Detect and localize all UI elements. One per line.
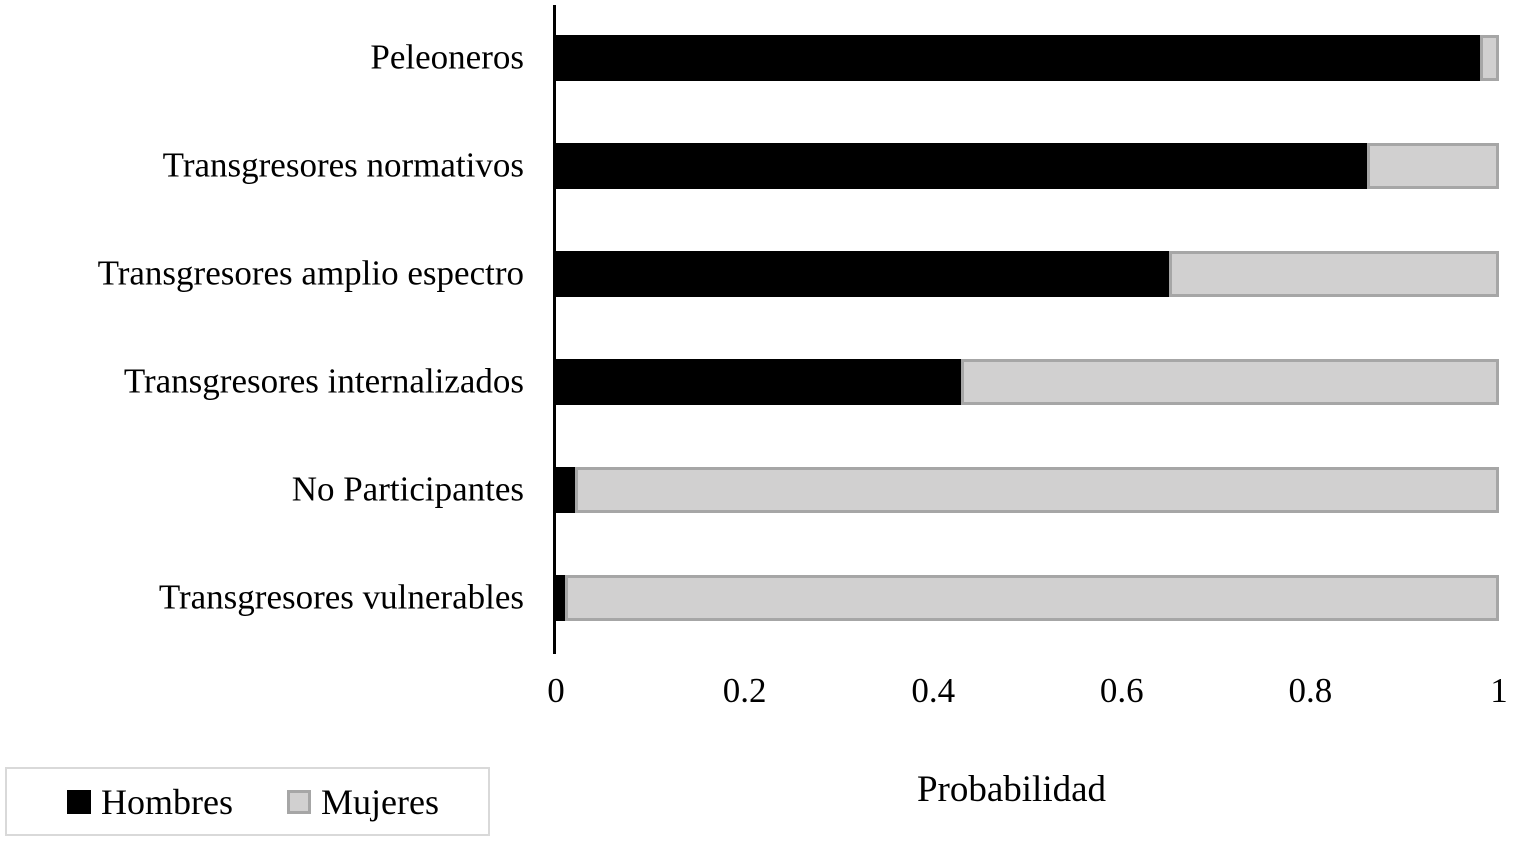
category-label: No Participantes xyxy=(291,469,524,509)
legend-item-hombres: Hombres xyxy=(67,784,233,820)
legend-item-mujeres: Mujeres xyxy=(286,781,439,822)
category-label: Transgresores vulnerables xyxy=(158,577,524,617)
y-axis-line xyxy=(553,5,556,654)
bar-segment-hombres xyxy=(556,35,1481,81)
category-label: Peleoneros xyxy=(370,37,524,77)
x-tick-label: 0.2 xyxy=(722,671,767,710)
legend-item-label: Mujeres xyxy=(320,781,439,822)
bar-segment-mujeres xyxy=(1366,143,1499,189)
x-tick-label: 0.8 xyxy=(1288,671,1333,710)
legend: Hombres Mujeres xyxy=(5,767,490,836)
legend-swatch-mujeres xyxy=(286,789,311,814)
category-label: Transgresores normativos xyxy=(162,145,524,185)
category-label: Transgresores amplio espectro xyxy=(97,253,524,293)
bar-segment-hombres xyxy=(556,359,962,405)
x-tick-label: 0.4 xyxy=(911,671,956,710)
x-tick-label: 0.6 xyxy=(1099,671,1144,710)
bar-segment-hombres xyxy=(556,575,566,621)
category-label: Transgresores internalizados xyxy=(123,361,524,401)
x-axis-title: Probabilidad xyxy=(916,769,1107,810)
bar-segment-mujeres xyxy=(574,467,1499,513)
bar-segment-hombres xyxy=(556,467,575,513)
bar-segment-mujeres xyxy=(1480,35,1499,81)
bar-segment-mujeres xyxy=(1168,251,1499,297)
x-tick-label: 1 xyxy=(1490,671,1508,710)
x-tick-label: 0 xyxy=(547,671,565,710)
legend-swatch-hombres xyxy=(67,789,91,814)
bar-segment-hombres xyxy=(556,143,1367,189)
bar-segment-hombres xyxy=(556,251,1169,297)
bar-segment-mujeres xyxy=(961,359,1499,405)
bar-segment-mujeres xyxy=(565,575,1499,621)
legend-item-label: Hombres xyxy=(101,781,233,822)
